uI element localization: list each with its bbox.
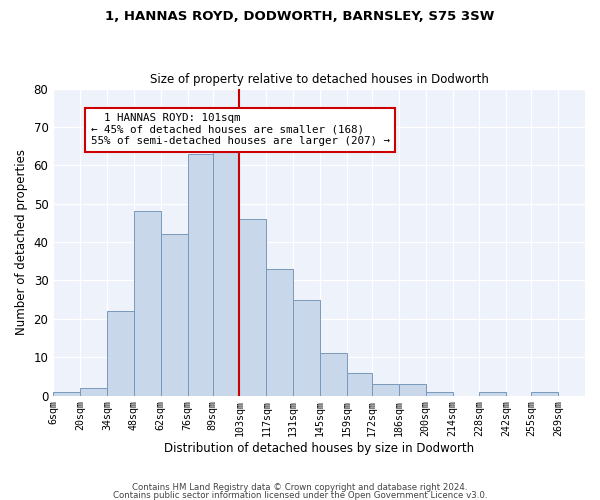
Title: Size of property relative to detached houses in Dodworth: Size of property relative to detached ho…: [150, 73, 488, 86]
Bar: [161, 234, 188, 396]
Bar: [53, 392, 80, 396]
Bar: [293, 300, 320, 396]
Text: Contains public sector information licensed under the Open Government Licence v3: Contains public sector information licen…: [113, 490, 487, 500]
Bar: [266, 269, 293, 396]
Y-axis label: Number of detached properties: Number of detached properties: [15, 149, 28, 335]
Bar: [399, 384, 425, 396]
Text: 1 HANNAS ROYD: 101sqm  
← 45% of detached houses are smaller (168)
55% of semi-d: 1 HANNAS ROYD: 101sqm ← 45% of detached …: [91, 113, 389, 146]
Bar: [134, 212, 161, 396]
Bar: [531, 392, 558, 396]
Bar: [80, 388, 107, 396]
Bar: [107, 311, 134, 396]
Bar: [188, 154, 212, 396]
Bar: [239, 219, 266, 396]
Bar: [372, 384, 399, 396]
Text: 1, HANNAS ROYD, DODWORTH, BARNSLEY, S75 3SW: 1, HANNAS ROYD, DODWORTH, BARNSLEY, S75 …: [106, 10, 494, 23]
Bar: [425, 392, 452, 396]
X-axis label: Distribution of detached houses by size in Dodworth: Distribution of detached houses by size …: [164, 442, 474, 455]
Bar: [347, 372, 372, 396]
Bar: [320, 354, 347, 396]
Bar: [212, 146, 239, 396]
Bar: [479, 392, 506, 396]
Text: Contains HM Land Registry data © Crown copyright and database right 2024.: Contains HM Land Registry data © Crown c…: [132, 484, 468, 492]
